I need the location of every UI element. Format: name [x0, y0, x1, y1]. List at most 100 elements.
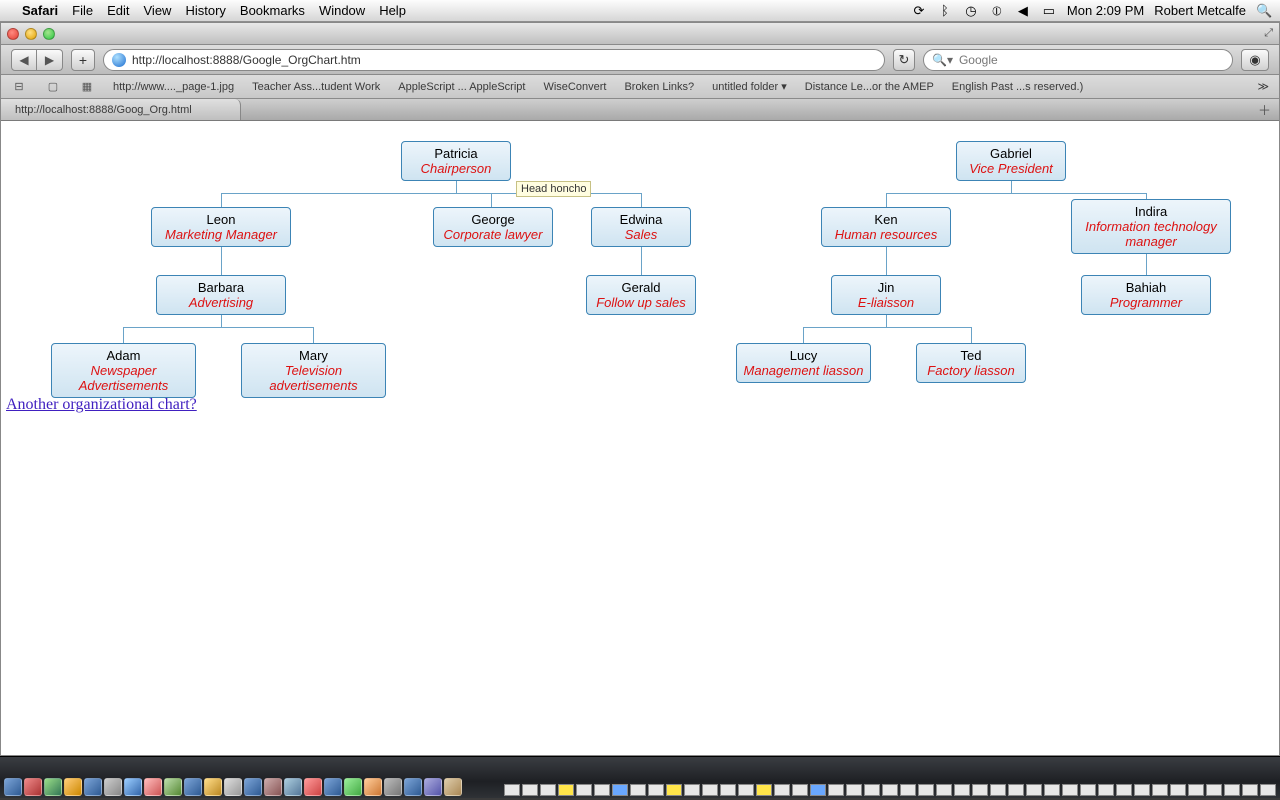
dock-icon[interactable] [224, 778, 242, 796]
window-thumb[interactable] [1044, 784, 1060, 796]
reading-list-icon[interactable]: ⊟ [11, 80, 27, 93]
topsites-icon[interactable]: ▦ [79, 80, 95, 93]
window-thumb[interactable] [954, 784, 970, 796]
bookmark-item[interactable]: English Past ...s reserved.) [952, 81, 1083, 93]
window-thumb[interactable] [522, 784, 538, 796]
window-thumb[interactable] [864, 784, 880, 796]
org-node-george[interactable]: GeorgeCorporate lawyer [433, 207, 553, 247]
bookmark-item[interactable]: WiseConvert [543, 81, 606, 93]
org-node-edwina[interactable]: EdwinaSales [591, 207, 691, 247]
window-thumb[interactable] [1224, 784, 1240, 796]
menu-help[interactable]: Help [379, 3, 406, 18]
bookmark-item[interactable]: untitled folder ▾ [712, 80, 787, 93]
window-thumb[interactable] [756, 784, 772, 796]
menu-history[interactable]: History [185, 3, 225, 18]
window-thumb[interactable] [1152, 784, 1168, 796]
timemachine-icon[interactable]: ◷ [963, 3, 979, 19]
window-thumb[interactable] [774, 784, 790, 796]
dock-icon[interactable] [424, 778, 442, 796]
window-thumb[interactable] [1206, 784, 1222, 796]
window-thumb[interactable] [918, 784, 934, 796]
bookmarks-icon[interactable]: ▢ [45, 80, 61, 93]
dock-icon[interactable] [84, 778, 102, 796]
dock-icon[interactable] [344, 778, 362, 796]
window-thumb[interactable] [558, 784, 574, 796]
dock-icon[interactable] [304, 778, 322, 796]
window-thumb[interactable] [1008, 784, 1024, 796]
dock-icon[interactable] [444, 778, 462, 796]
bookmark-item[interactable]: Broken Links? [624, 81, 694, 93]
org-node-gabriel[interactable]: GabrielVice President [956, 141, 1066, 181]
window-thumb[interactable] [1098, 784, 1114, 796]
org-node-ken[interactable]: KenHuman resources [821, 207, 951, 247]
window-thumb[interactable] [540, 784, 556, 796]
battery-icon[interactable]: ▭ [1041, 3, 1057, 19]
menu-view[interactable]: View [144, 3, 172, 18]
window-thumb[interactable] [792, 784, 808, 796]
window-thumb[interactable] [1260, 784, 1276, 796]
window-thumb[interactable] [720, 784, 736, 796]
menu-edit[interactable]: Edit [107, 3, 129, 18]
window-thumb[interactable] [594, 784, 610, 796]
window-thumb[interactable] [612, 784, 628, 796]
window-thumb[interactable] [828, 784, 844, 796]
org-node-adam[interactable]: AdamNewspaper Advertisements [51, 343, 196, 398]
volume-icon[interactable]: ◀ [1015, 3, 1031, 19]
org-node-bahiah[interactable]: BahiahProgrammer [1081, 275, 1211, 315]
reload-button[interactable]: ↻ [893, 49, 915, 71]
window-thumb[interactable] [684, 784, 700, 796]
window-thumb[interactable] [1242, 784, 1258, 796]
window-thumb[interactable] [648, 784, 664, 796]
window-thumb[interactable] [1170, 784, 1186, 796]
dock-icon[interactable] [284, 778, 302, 796]
dock-icon[interactable] [64, 778, 82, 796]
dock-icon[interactable] [24, 778, 42, 796]
org-node-leon[interactable]: LeonMarketing Manager [151, 207, 291, 247]
window-thumb[interactable] [738, 784, 754, 796]
dropbox-icon[interactable]: ⟳ [911, 3, 927, 19]
zoom-icon[interactable] [43, 28, 55, 40]
window-thumb[interactable] [900, 784, 916, 796]
spotlight-icon[interactable]: 🔍 [1256, 3, 1272, 19]
window-thumb[interactable] [630, 784, 646, 796]
window-thumb[interactable] [810, 784, 826, 796]
add-bookmark-button[interactable]: + [71, 49, 95, 71]
org-node-ted[interactable]: TedFactory liasson [916, 343, 1026, 383]
org-node-mary[interactable]: MaryTelevision advertisements [241, 343, 386, 398]
forward-button[interactable]: ▶ [37, 49, 63, 71]
wifi-icon[interactable]: ⦶ [989, 3, 1005, 19]
dock-icon[interactable] [364, 778, 382, 796]
window-thumb[interactable] [1134, 784, 1150, 796]
dock-icon[interactable] [244, 778, 262, 796]
window-thumb[interactable] [1116, 784, 1132, 796]
org-node-indira[interactable]: IndiraInformation technology manager [1071, 199, 1231, 254]
minimize-icon[interactable] [25, 28, 37, 40]
dock-icon[interactable] [124, 778, 142, 796]
back-button[interactable]: ◀ [11, 49, 37, 71]
window-thumb[interactable] [702, 784, 718, 796]
dock-icon[interactable] [104, 778, 122, 796]
bookmark-item[interactable]: Teacher Ass...tudent Work [252, 81, 380, 93]
bookmarks-overflow-icon[interactable]: ≫ [1257, 80, 1269, 93]
menu-bookmarks[interactable]: Bookmarks [240, 3, 305, 18]
window-thumb[interactable] [1062, 784, 1078, 796]
close-icon[interactable] [7, 28, 19, 40]
dock-icon[interactable] [264, 778, 282, 796]
org-node-jin[interactable]: JinE-liaisson [831, 275, 941, 315]
dock-icon[interactable] [404, 778, 422, 796]
window-thumb[interactable] [972, 784, 988, 796]
window-thumb[interactable] [576, 784, 592, 796]
app-name[interactable]: Safari [22, 3, 58, 18]
another-chart-link[interactable]: Another organizational chart? [6, 396, 197, 414]
menu-window[interactable]: Window [319, 3, 365, 18]
dock-icon[interactable] [184, 778, 202, 796]
bookmark-item[interactable]: AppleScript ... AppleScript [398, 81, 525, 93]
menu-file[interactable]: File [72, 3, 93, 18]
window-thumb[interactable] [1188, 784, 1204, 796]
user-name[interactable]: Robert Metcalfe [1154, 3, 1246, 18]
bookmark-item[interactable]: Distance Le...or the AMEP [805, 81, 934, 93]
org-node-gerald[interactable]: GeraldFollow up sales [586, 275, 696, 315]
new-tab-button[interactable]: ＋ [1250, 99, 1279, 120]
org-node-barbara[interactable]: BarbaraAdvertising [156, 275, 286, 315]
window-titlebar[interactable]: ⤢ [1, 23, 1279, 45]
